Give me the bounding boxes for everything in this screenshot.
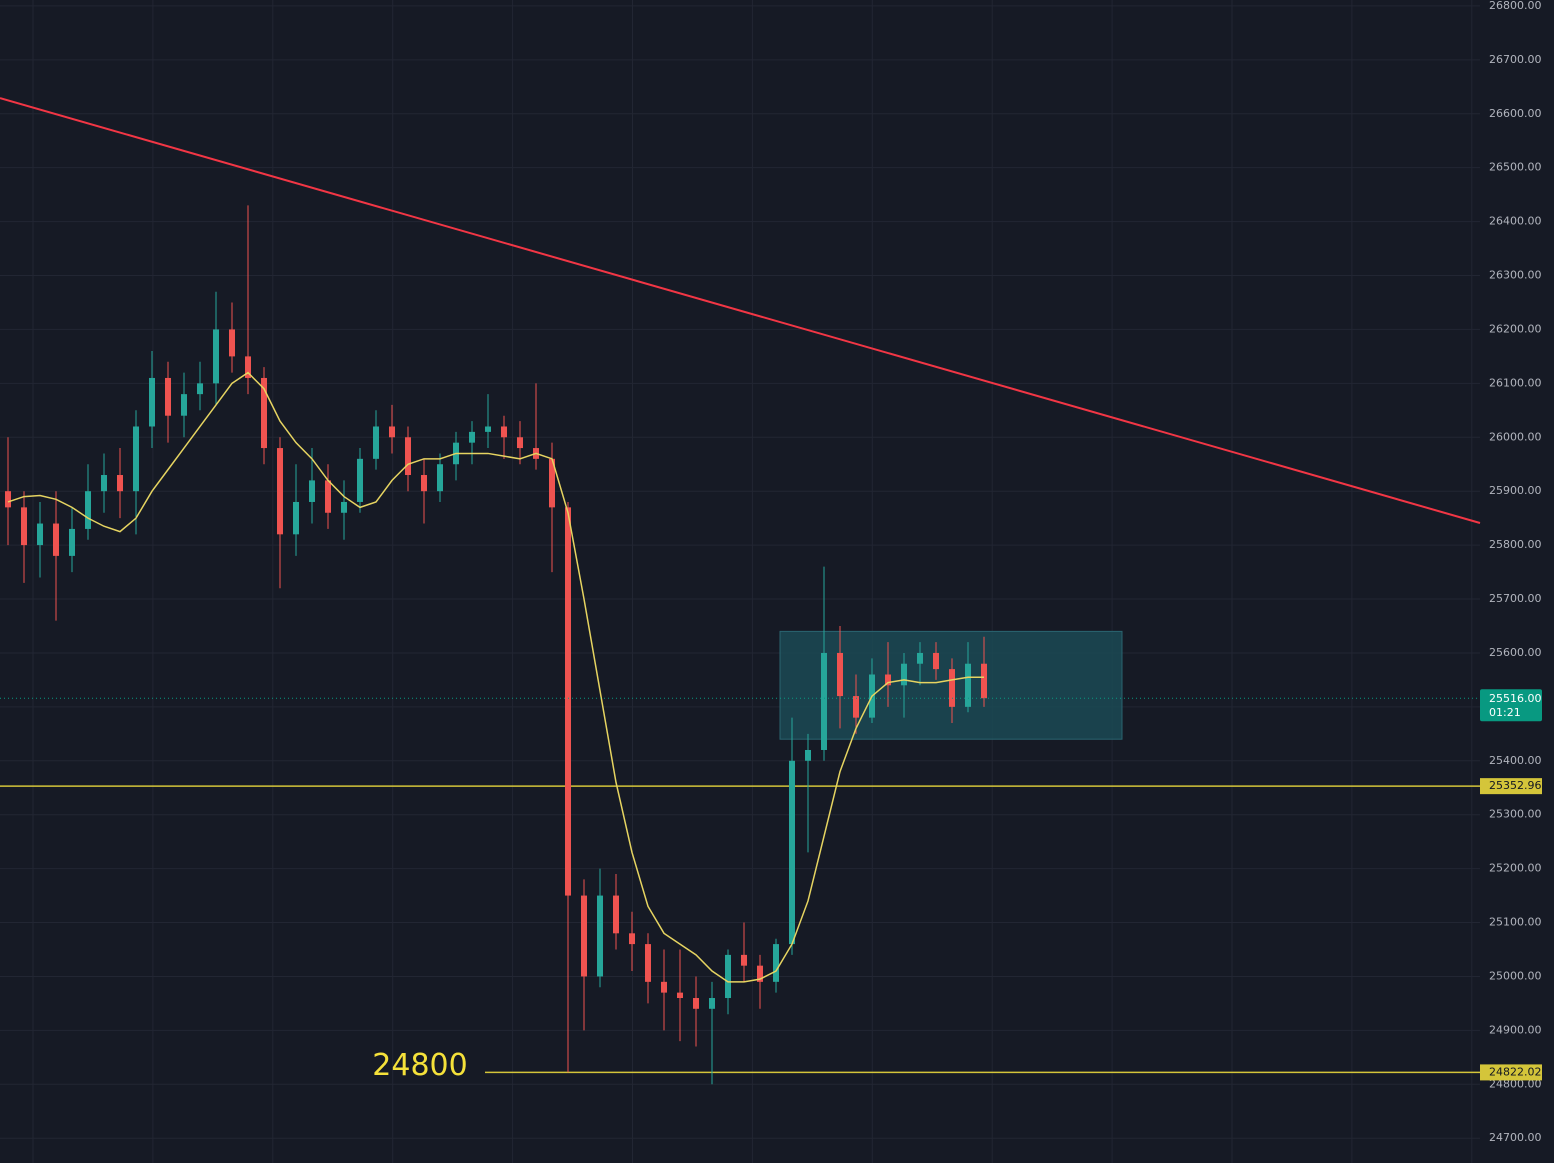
candle-body	[661, 981, 667, 993]
candle-body	[693, 998, 699, 1009]
candle-body	[949, 669, 955, 707]
candle-body	[501, 426, 507, 438]
candle-body	[85, 491, 91, 529]
vertical-grid	[32, 0, 1473, 1163]
candle-body	[21, 507, 27, 546]
price-line-label-box	[1480, 1064, 1542, 1081]
candle-body	[933, 652, 939, 670]
candle-body	[53, 523, 59, 556]
candle-body	[981, 663, 987, 699]
candle-body	[309, 480, 315, 502]
y-tick-label: 25100.00	[1489, 916, 1542, 929]
candle-body	[757, 965, 763, 982]
y-tick-label: 24700.00	[1489, 1131, 1542, 1144]
candle-body	[805, 749, 811, 761]
candle-body	[117, 475, 123, 492]
price-line-label: 25352.96	[1489, 779, 1542, 792]
countdown-timer: 01:21	[1489, 706, 1521, 719]
y-tick-label: 25200.00	[1489, 862, 1542, 875]
y-tick-label: 25900.00	[1489, 484, 1542, 497]
candle-body	[773, 944, 779, 982]
candle-body	[389, 426, 395, 438]
candle-body	[133, 426, 139, 492]
y-tick-label: 24900.00	[1489, 1023, 1542, 1036]
y-tick-label: 25700.00	[1489, 592, 1542, 605]
y-tick-label: 25800.00	[1489, 538, 1542, 551]
candle-body	[181, 394, 187, 416]
candle-body	[821, 652, 827, 750]
candle-body	[277, 448, 283, 535]
candle-body	[325, 480, 331, 513]
candle-body	[5, 491, 11, 508]
candle-body	[373, 426, 379, 459]
candle-body	[437, 464, 443, 492]
price-line-label: 24822.02	[1489, 1065, 1542, 1078]
candle-body	[149, 377, 155, 427]
candle-body	[261, 377, 267, 449]
candle-body	[597, 895, 603, 977]
candle-body	[165, 377, 171, 416]
candle-body	[629, 933, 635, 945]
candle-body	[37, 523, 43, 546]
candle-body	[789, 760, 795, 945]
price-line-label-box	[1480, 778, 1542, 795]
y-tick-label: 26000.00	[1489, 430, 1542, 443]
candle-body	[645, 944, 651, 982]
y-tick-label: 26100.00	[1489, 376, 1542, 389]
candle-body	[565, 507, 571, 896]
candle-body	[517, 437, 523, 449]
candle-body	[197, 383, 203, 395]
y-tick-label: 26400.00	[1489, 215, 1542, 228]
candle-body	[549, 458, 555, 508]
candle-body	[341, 501, 347, 513]
candle-body	[901, 663, 907, 686]
candle-body	[357, 458, 363, 502]
candle-body	[101, 475, 107, 492]
annotation: 24800	[372, 1048, 467, 1083]
y-tick-label: 26700.00	[1489, 53, 1542, 66]
candle-body	[293, 501, 299, 535]
candle-body	[613, 895, 619, 934]
candle-body	[837, 652, 843, 697]
candle-body	[741, 954, 747, 966]
candle-body	[917, 652, 923, 664]
y-tick-label: 26200.00	[1489, 322, 1542, 335]
current-price-box	[1480, 689, 1542, 722]
y-tick-label: 25600.00	[1489, 646, 1542, 659]
candle-body	[885, 674, 891, 686]
y-tick-label: 25400.00	[1489, 754, 1542, 767]
moving-average	[7, 371, 984, 983]
candle-body	[677, 992, 683, 999]
candle-body	[245, 356, 251, 378]
candle-body	[69, 528, 75, 556]
current-price-label: 25516.00	[1489, 692, 1542, 705]
candle-body	[709, 998, 715, 1009]
y-tick-label: 25000.00	[1489, 969, 1542, 982]
candle-body	[213, 329, 219, 384]
y-tick-label: 26500.00	[1489, 161, 1542, 174]
candle-body	[485, 426, 491, 432]
candle-body	[581, 895, 587, 977]
trendline	[0, 97, 1481, 524]
candle-body	[421, 475, 427, 492]
candle-body	[229, 329, 235, 357]
candle-body	[469, 431, 475, 443]
y-tick-label: 26300.00	[1489, 269, 1542, 282]
y-tick-label: 24800.00	[1489, 1077, 1542, 1090]
candle-body	[853, 696, 859, 718]
y-tick-label: 26800.00	[1489, 0, 1542, 12]
candle-body	[965, 663, 971, 707]
candle-body	[725, 954, 731, 999]
candle-body	[405, 437, 411, 476]
y-tick-label: 25300.00	[1489, 808, 1542, 821]
y-tick-label: 26600.00	[1489, 107, 1542, 120]
